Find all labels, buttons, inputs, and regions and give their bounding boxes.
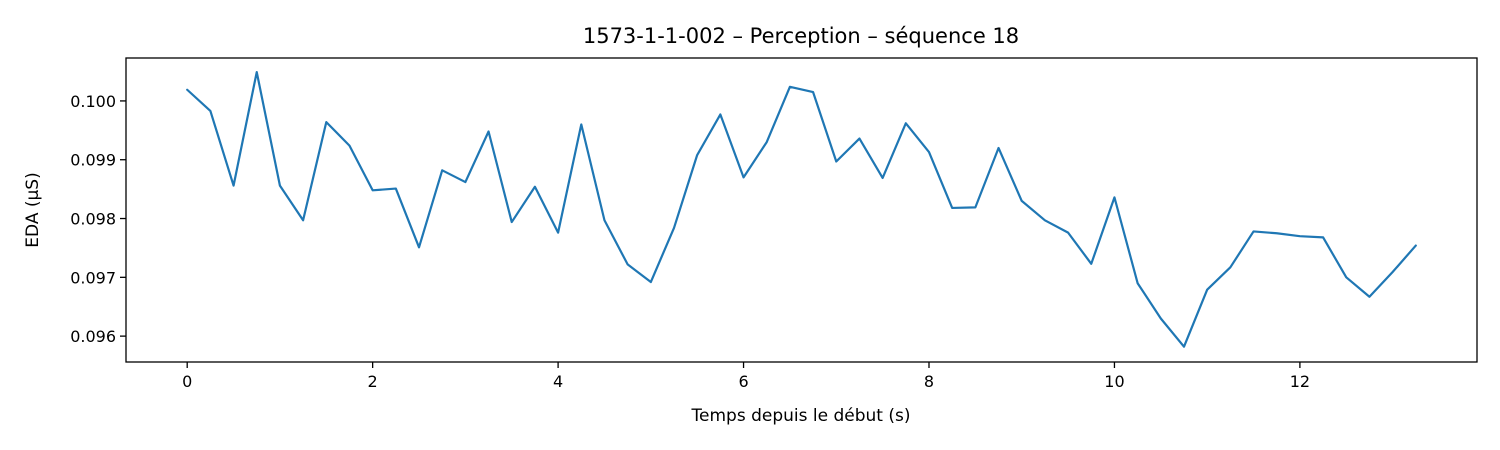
x-tick-label: 8 (924, 372, 934, 391)
x-tick-label: 6 (738, 372, 748, 391)
y-tick-label: 0.097 (70, 268, 116, 287)
y-tick-label: 0.100 (70, 92, 116, 111)
chart-title: 1573-1-1-002 – Perception – séquence 18 (583, 24, 1019, 48)
plot-frame (125, 57, 1478, 363)
x-tick-label: 12 (1290, 372, 1310, 391)
y-tick-label: 0.096 (70, 327, 116, 346)
x-tick-label: 4 (553, 372, 563, 391)
x-axis: 0 2 4 6 8 10 12 (182, 362, 1310, 391)
x-axis-label: Temps depuis le début (s) (691, 406, 911, 426)
y-axis: 0.096 0.097 0.098 0.099 0.100 (70, 92, 126, 346)
x-tick-label: 0 (182, 372, 192, 391)
x-tick-label: 2 (368, 372, 378, 391)
series-line-0 (186, 71, 1417, 348)
y-tick-label: 0.098 (70, 210, 116, 229)
x-tick-label: 10 (1104, 372, 1124, 391)
plot-area (186, 71, 1417, 348)
y-axis-label: EDA (µS) (23, 172, 43, 247)
y-tick-label: 0.099 (70, 151, 116, 170)
